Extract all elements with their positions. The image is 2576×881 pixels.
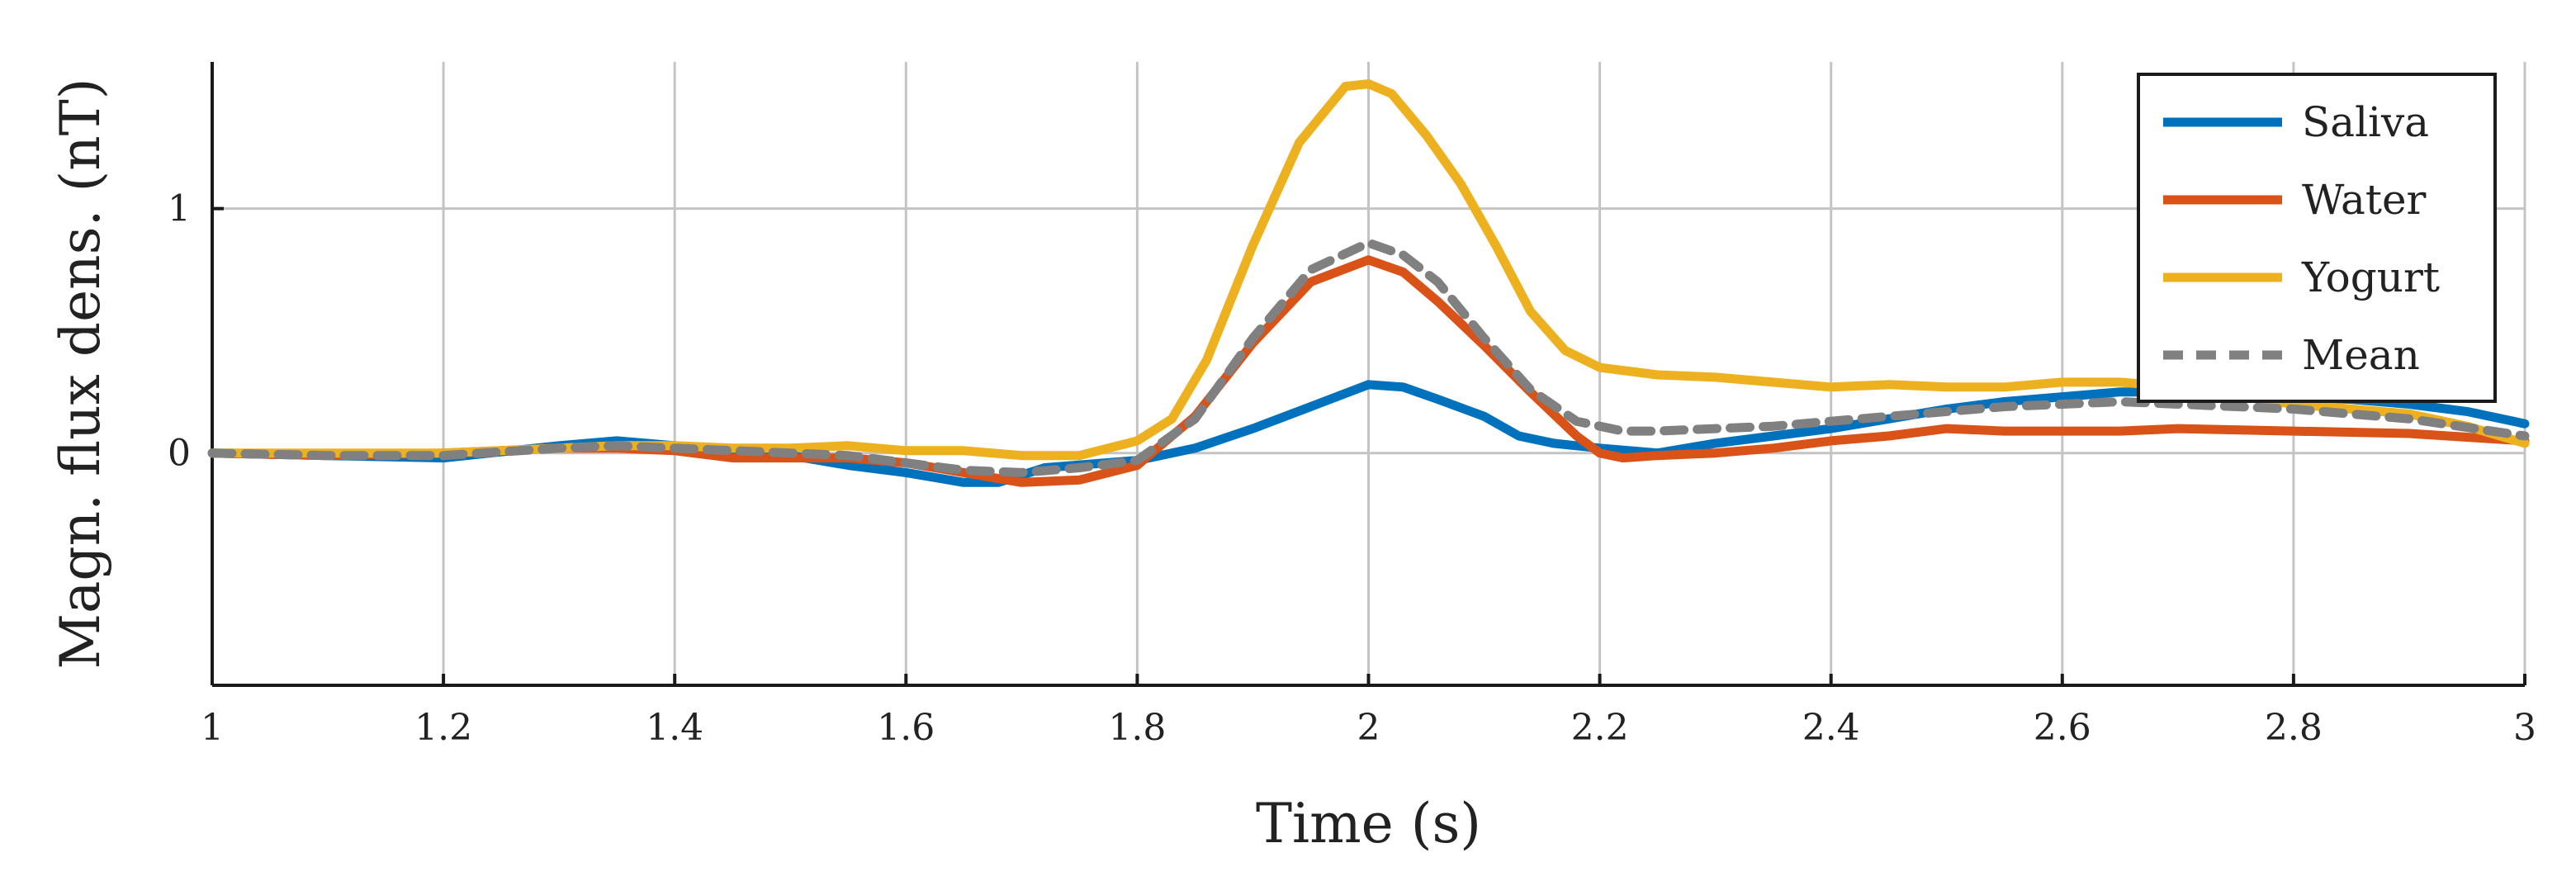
x-axis-title: Time (s) [1256, 792, 1481, 855]
legend: Saliva Water Yogurt Mean [2137, 73, 2497, 403]
x-tick-label: 2 [1357, 707, 1380, 749]
tick-labels: 1 1.2 1.4 1.6 1.8 2 2.2 2.4 2.6 2.8 3 0 1 [168, 188, 2536, 749]
series-line-mean [207, 238, 2530, 477]
legend-label-yogurt: Yogurt [2301, 253, 2440, 301]
y-tick-label: 0 [168, 433, 191, 475]
y-tick-label: 1 [168, 188, 191, 230]
legend-label-mean: Mean [2302, 331, 2420, 379]
legend-box [2137, 73, 2497, 403]
legend-label-saliva: Saliva [2302, 98, 2429, 146]
series-line-yogurt [207, 79, 2530, 461]
x-tick-label: 1.4 [646, 707, 703, 749]
x-tick-label: 1.2 [414, 707, 472, 749]
y-axis-title: Magn. flux dens. (nT) [49, 78, 112, 669]
x-tick-label: 2.8 [2265, 707, 2323, 749]
x-tick-label: 2.2 [1571, 707, 1629, 749]
x-tick-label: 2.6 [2034, 707, 2091, 749]
x-tick-label: 1 [201, 707, 224, 749]
x-tick-label: 3 [2513, 707, 2536, 749]
legend-label-water: Water [2302, 176, 2427, 224]
series-line-water [207, 255, 2530, 487]
x-tick-label: 1.8 [1108, 707, 1166, 749]
x-tick-label: 2.4 [1802, 707, 1860, 749]
x-tick-label: 1.6 [877, 707, 935, 749]
